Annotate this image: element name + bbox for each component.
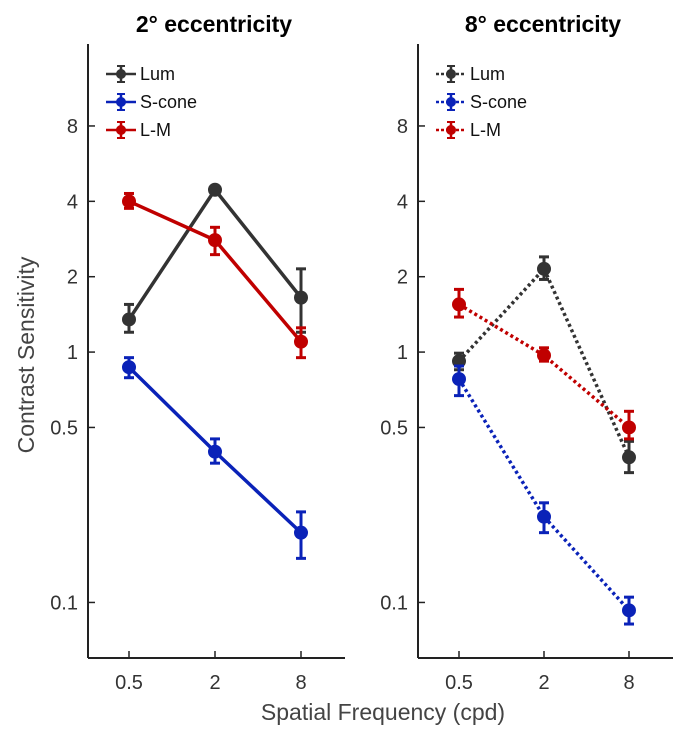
data-point — [622, 450, 636, 465]
data-point — [122, 312, 136, 327]
legend-label: Lum — [470, 64, 505, 84]
y-tick-label: 0.1 — [50, 592, 78, 614]
y-tick-label: 2 — [397, 267, 408, 289]
data-point — [537, 261, 551, 276]
y-tick-label: 1 — [67, 342, 78, 364]
x-tick-label: 0.5 — [445, 672, 473, 694]
data-point — [208, 444, 222, 459]
y-tick-label: 0.5 — [50, 417, 78, 439]
data-point — [537, 348, 551, 363]
data-point — [452, 372, 466, 387]
panel-2deg-eccentricity: 2° eccentricity 0.1 0.5 1 2 4 8 0.5 2 8 Lum S-cone… — [50, 11, 345, 694]
legend: Lum S-cone L-M — [436, 64, 527, 140]
data-point — [208, 233, 222, 248]
legend-marker — [116, 69, 126, 79]
data-point — [452, 297, 466, 312]
panel-title-2deg: 2° eccentricity — [136, 11, 292, 37]
y-tick-label: 4 — [67, 191, 78, 213]
panel-title-8deg: 8° eccentricity — [465, 11, 621, 37]
x-tick-label: 2 — [538, 672, 549, 694]
legend-marker — [446, 125, 456, 135]
series-line — [128, 199, 303, 343]
series-l-m — [122, 191, 308, 360]
legend-marker — [446, 97, 456, 107]
y-tick-label: 2 — [67, 267, 78, 289]
legend-label: L-M — [470, 120, 501, 140]
x-tick-label: 2 — [209, 672, 220, 694]
data-point — [537, 509, 551, 524]
y-tick-label: 8 — [397, 116, 408, 138]
y-tick-label: 4 — [397, 191, 408, 213]
x-tick-label: 0.5 — [115, 672, 143, 694]
legend-label: S-cone — [470, 92, 527, 112]
y-tick-label: 0.1 — [380, 592, 408, 614]
data-point — [294, 334, 308, 349]
legend-label: L-M — [140, 120, 171, 140]
y-tick-label: 8 — [67, 116, 78, 138]
data-point — [622, 603, 636, 618]
y-tick-label: 1 — [397, 342, 408, 364]
series-l-m — [452, 287, 636, 441]
series-s-cone — [122, 356, 308, 560]
x-tick-label: 8 — [623, 672, 634, 694]
y-tick-label: 0.5 — [380, 417, 408, 439]
series-line — [458, 302, 631, 429]
series-line — [457, 265, 631, 459]
series-lum — [452, 255, 636, 475]
series-line — [457, 378, 631, 612]
panel-8deg-eccentricity: 8° eccentricity 0.1 0.5 1 2 4 8 0.5 2 8 Lum S-cone… — [380, 11, 673, 694]
x-axis-label: Spatial Frequency (cpd) — [261, 699, 505, 725]
legend-marker — [116, 97, 126, 107]
data-point — [294, 290, 308, 305]
data-point — [622, 420, 636, 435]
data-point — [208, 182, 222, 197]
data-point — [122, 360, 136, 375]
y-axis-label: Contrast Sensitivity — [13, 256, 39, 453]
series-s-cone — [452, 364, 636, 626]
legend-marker — [116, 125, 126, 135]
legend-label: S-cone — [140, 92, 197, 112]
x-tick-label: 8 — [295, 672, 306, 694]
series-lum — [122, 182, 308, 334]
data-point — [122, 194, 136, 209]
legend: Lum S-cone L-M — [106, 64, 197, 140]
legend-label: Lum — [140, 64, 175, 84]
data-point — [294, 525, 308, 540]
legend-marker — [446, 69, 456, 79]
